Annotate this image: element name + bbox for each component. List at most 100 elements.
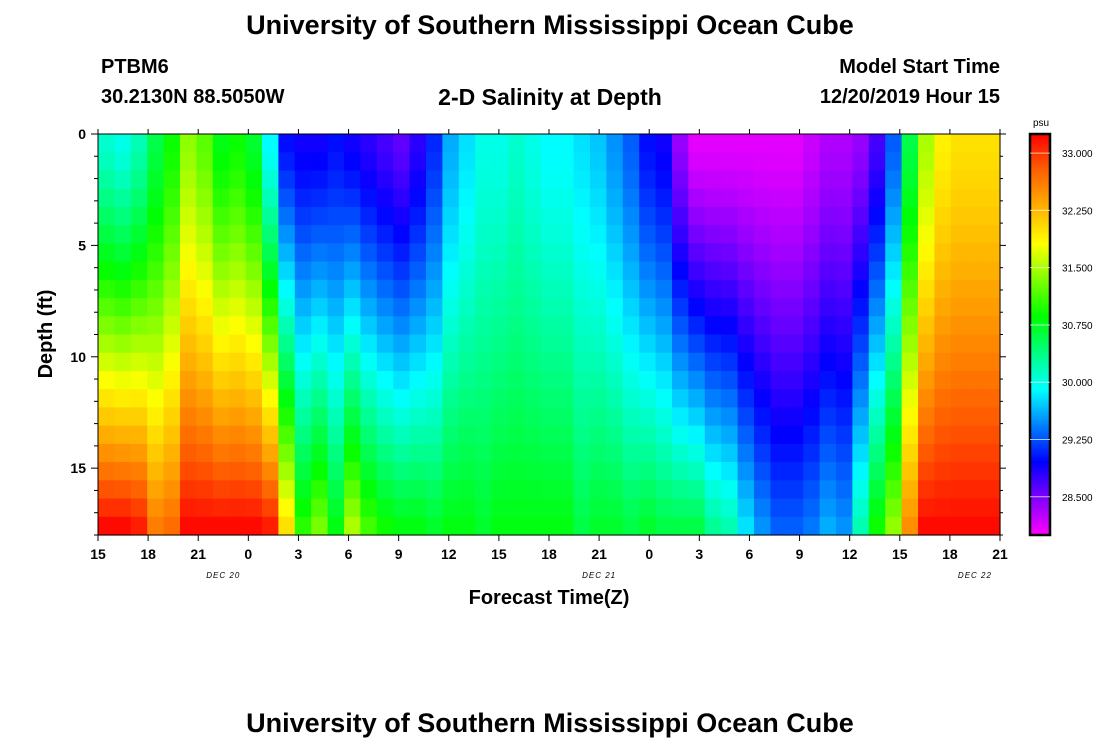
heatmap-cell — [98, 389, 115, 409]
heatmap-cell — [294, 316, 312, 336]
heatmap-cell — [770, 498, 788, 518]
heatmap-cell — [721, 152, 739, 172]
heatmap-cell — [98, 370, 115, 390]
heatmap-cell — [262, 407, 279, 427]
heatmap-cell — [229, 170, 247, 190]
heatmap-cell — [688, 370, 706, 390]
heatmap-cell — [852, 389, 870, 409]
heatmap-cell — [344, 480, 361, 500]
page-title: University of Southern Mississippi Ocean… — [246, 10, 854, 40]
heatmap-cell — [426, 134, 443, 153]
heatmap-cell — [294, 261, 312, 281]
heatmap-cell — [98, 152, 115, 172]
heatmap-cell — [508, 389, 525, 409]
heatmap-cell — [606, 389, 624, 409]
colorbar-unit: psu — [1033, 118, 1049, 129]
heatmap-cell — [426, 206, 443, 226]
heatmap-cell — [704, 188, 722, 208]
heatmap-cell — [229, 425, 247, 445]
heatmap-cell — [819, 352, 837, 372]
heatmap-cell — [540, 443, 558, 463]
heatmap-cell — [311, 243, 329, 263]
heatmap-cell — [524, 298, 542, 317]
heatmap-cell — [508, 188, 525, 208]
heatmap-cell — [262, 516, 279, 536]
heatmap-cell — [508, 298, 525, 317]
heatmap-cell — [573, 334, 591, 354]
heatmap-cell — [508, 279, 525, 299]
heatmap-cell — [704, 352, 722, 372]
heatmap-cell — [458, 389, 476, 409]
heatmap-cell — [983, 316, 1001, 336]
heatmap-cell — [163, 370, 181, 390]
heatmap-cell — [967, 334, 985, 354]
heatmap-cell — [819, 188, 837, 208]
heatmap-cell — [770, 407, 788, 427]
heatmap-cell — [278, 462, 296, 481]
heatmap-cell — [229, 370, 247, 390]
heatmap-cell — [262, 370, 279, 390]
heatmap-cell — [557, 425, 575, 445]
heatmap-cell — [688, 225, 706, 244]
heatmap-cell — [950, 261, 968, 281]
heatmap-cell — [688, 334, 706, 354]
heatmap-cell — [409, 443, 427, 463]
heatmap-cell — [360, 243, 378, 263]
heatmap-cell — [344, 516, 361, 536]
heatmap-cell — [360, 462, 378, 481]
heatmap-cell — [737, 261, 755, 281]
colorbar-tick-label: 31.500 — [1062, 264, 1093, 275]
heatmap-cell — [130, 170, 148, 190]
heatmap-cell — [262, 243, 279, 263]
heatmap-cell — [770, 462, 788, 481]
heatmap-cell — [901, 225, 919, 244]
heatmap-cell — [672, 352, 689, 372]
heatmap-cell — [245, 407, 263, 427]
y-tick-label: 5 — [78, 237, 86, 253]
heatmap-cell — [885, 170, 903, 190]
heatmap-cell — [475, 188, 493, 208]
heatmap-cell — [311, 225, 329, 244]
heatmap-cell — [573, 425, 591, 445]
heatmap-cell — [688, 407, 706, 427]
heatmap-cell — [426, 316, 443, 336]
heatmap-cell — [885, 152, 903, 172]
heatmap-cell — [950, 279, 968, 299]
heatmap-cell — [229, 188, 247, 208]
heatmap-cell — [770, 206, 788, 226]
heatmap-cell — [327, 225, 345, 244]
heatmap-cell — [737, 370, 755, 390]
heatmap-cell — [901, 425, 919, 445]
heatmap-cell — [163, 407, 181, 427]
heatmap-cell — [918, 389, 935, 409]
heatmap-cell — [934, 298, 952, 317]
heatmap-cell — [590, 480, 607, 500]
heatmap-cell — [950, 170, 968, 190]
heatmap-cell — [376, 480, 394, 500]
heatmap-cell — [983, 462, 1001, 481]
heatmap-cell — [852, 425, 870, 445]
heatmap-cell — [180, 279, 197, 299]
heatmap-cell — [803, 480, 821, 500]
heatmap-cell — [475, 298, 493, 317]
heatmap-cell — [868, 462, 886, 481]
heatmap-cell — [622, 498, 640, 518]
heatmap-cell — [639, 188, 657, 208]
heatmap-cell — [918, 370, 935, 390]
heatmap-cell — [147, 316, 165, 336]
heatmap-cell — [360, 170, 378, 190]
heatmap-cell — [114, 243, 132, 263]
heatmap-cell — [130, 498, 148, 518]
heatmap-cell — [934, 152, 952, 172]
heatmap-cell — [786, 206, 804, 226]
heatmap-cell — [950, 188, 968, 208]
heatmap-cell — [294, 152, 312, 172]
heatmap-cell — [622, 407, 640, 427]
heatmap-cell — [606, 516, 624, 536]
heatmap-cell — [557, 480, 575, 500]
heatmap-cell — [868, 407, 886, 427]
heatmap-cell — [360, 443, 378, 463]
heatmap-cell — [147, 425, 165, 445]
heatmap-cell — [540, 316, 558, 336]
